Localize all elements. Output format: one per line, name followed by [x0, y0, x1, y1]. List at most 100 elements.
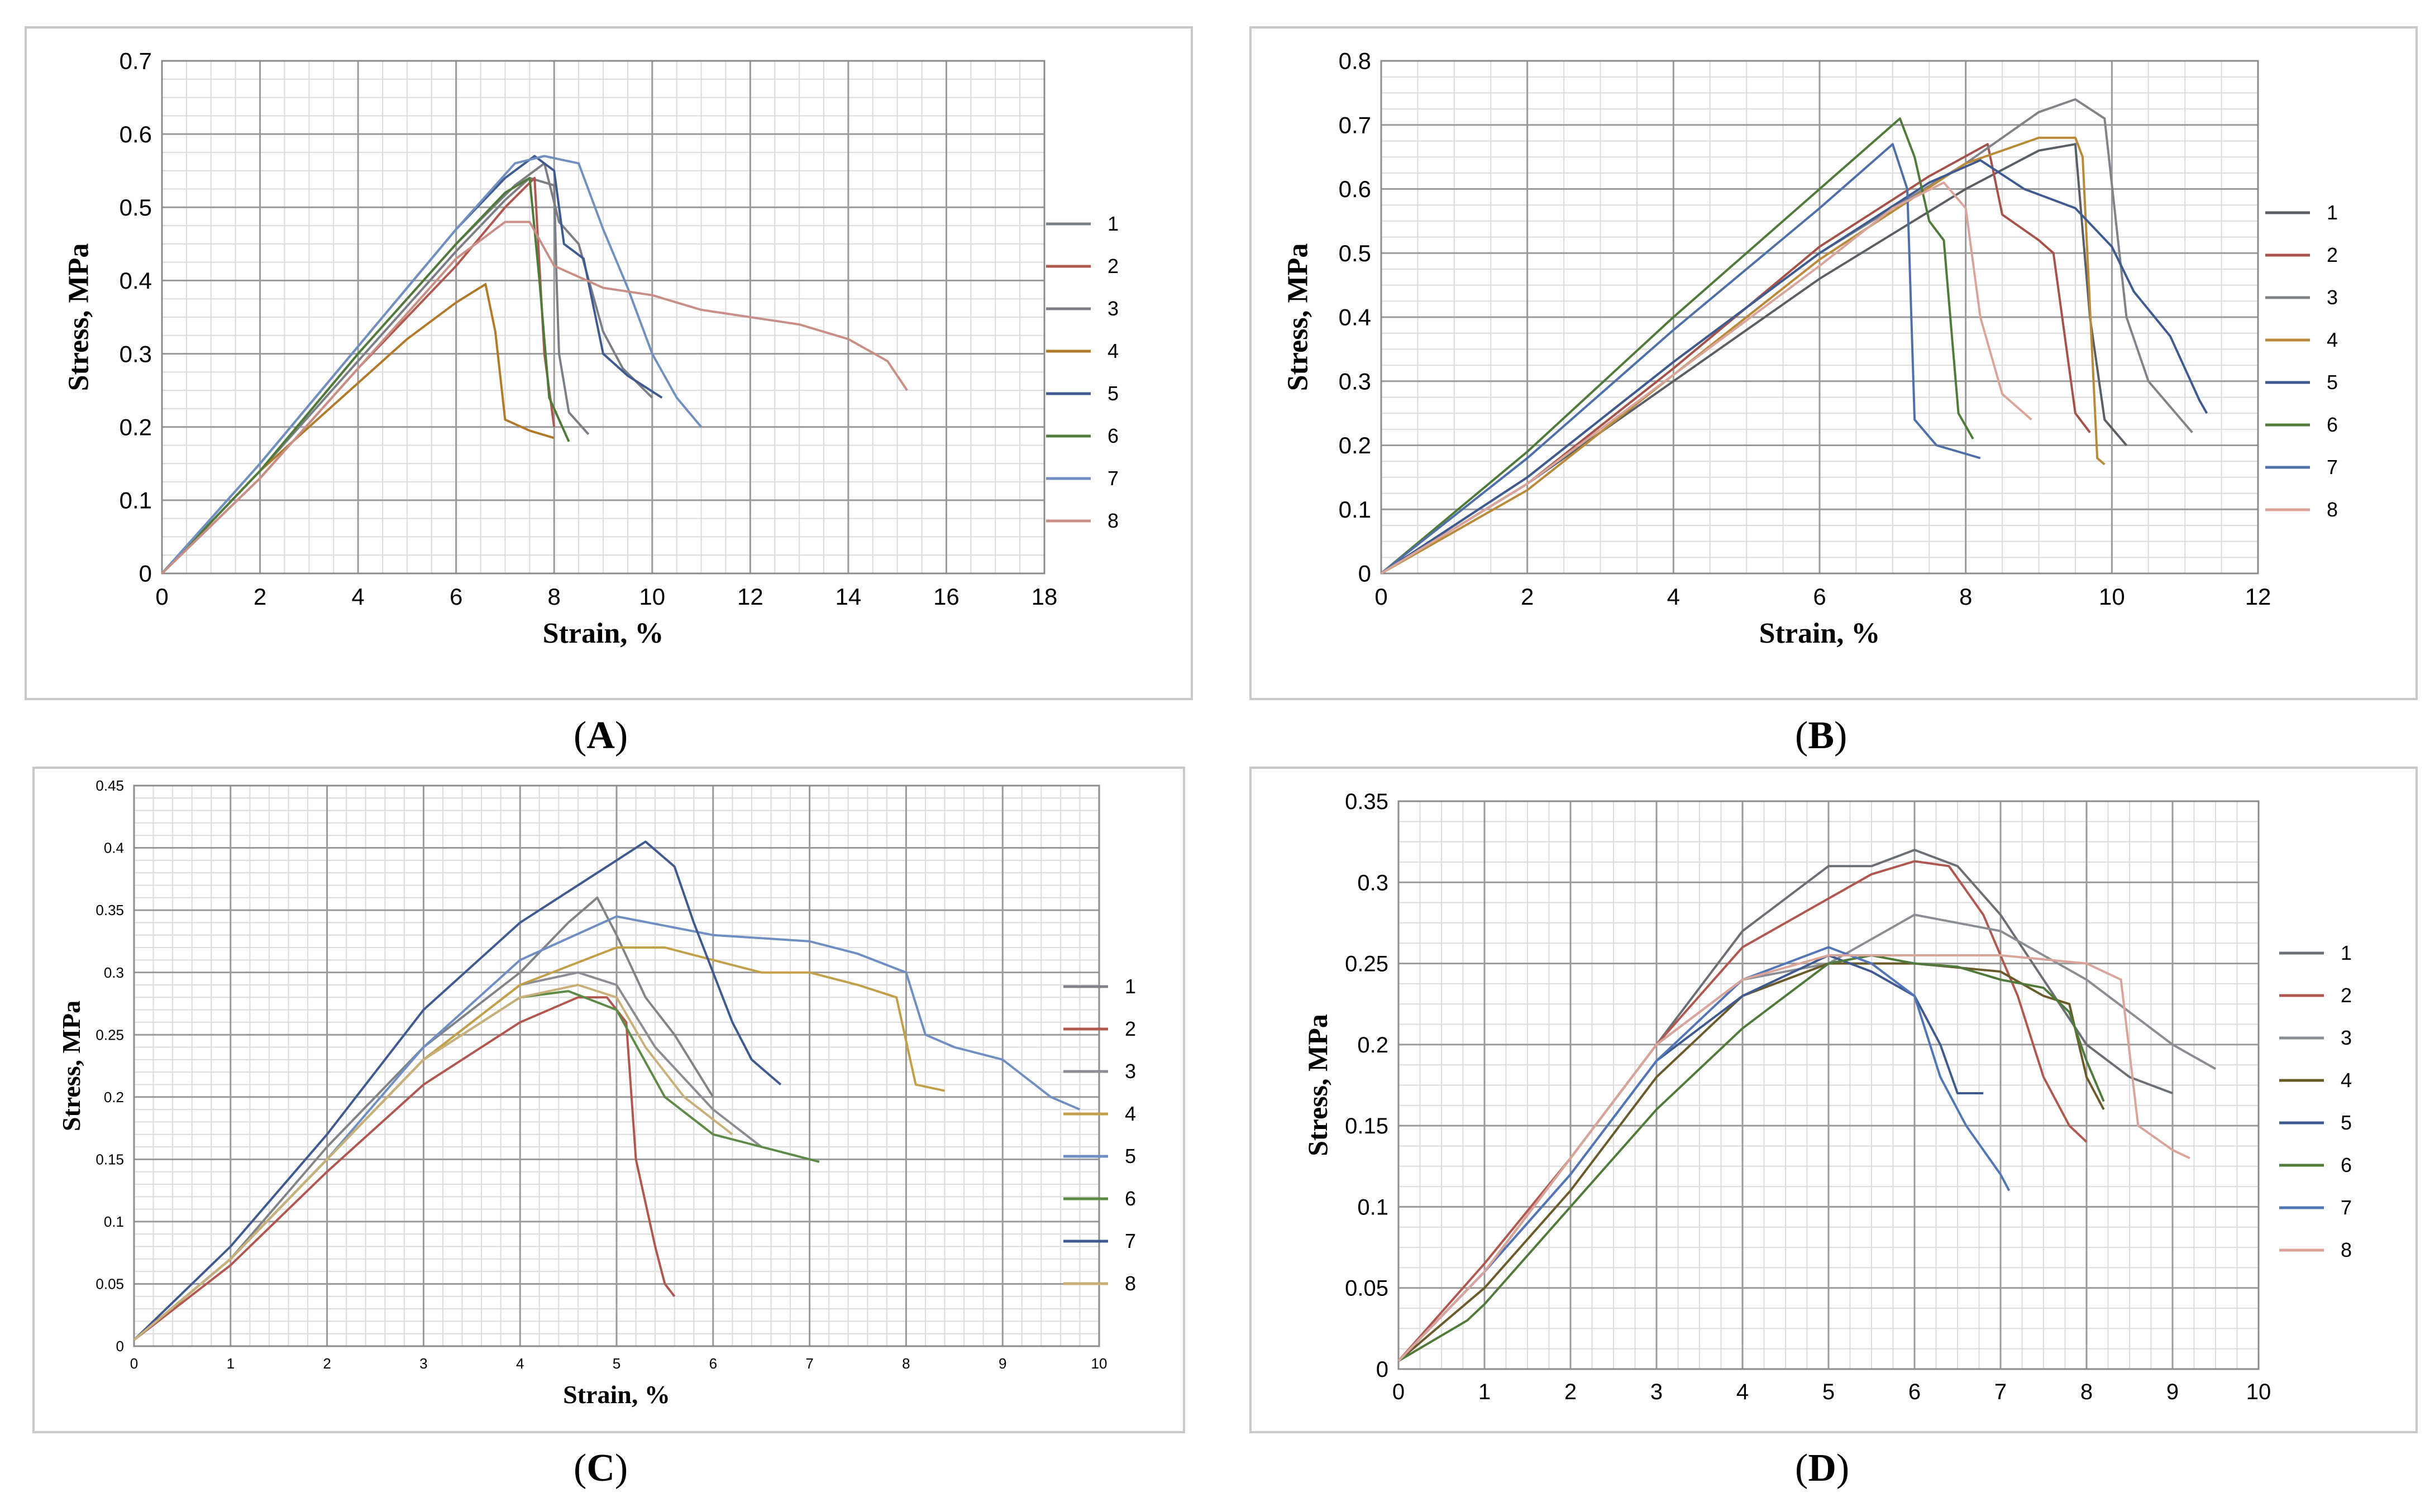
x-tick-label: 5 [1822, 1380, 1835, 1404]
legend-label-6: 6 [1108, 424, 1119, 447]
legend-label-5: 5 [2341, 1111, 2352, 1134]
x-tick-label: 2 [254, 583, 266, 610]
legend-label-4: 4 [1108, 339, 1119, 362]
x-tick-label: 6 [1813, 583, 1826, 610]
legend-label-6: 6 [2327, 413, 2338, 436]
y-tick-label: 0.45 [96, 777, 124, 794]
grid [161, 60, 1046, 575]
y-tick-label: 0.05 [1345, 1276, 1388, 1301]
x-tick-label: 1 [1478, 1380, 1491, 1404]
x-tick-label: 8 [548, 583, 561, 610]
series-line-8 [1380, 181, 2032, 575]
plot-area-border [133, 784, 1100, 1347]
x-tick-label: 0 [1374, 583, 1387, 610]
x-tick-label: 3 [1650, 1380, 1663, 1404]
legend-label-7: 7 [2327, 456, 2338, 479]
legend-label-3: 3 [1125, 1060, 1136, 1083]
y-tick-label: 0.4 [1339, 304, 1371, 331]
legend: 1 2 3 4 5 6 7 8 [1063, 975, 1136, 1295]
y-tick-label: 0 [1376, 1357, 1388, 1382]
y-tick-label: 0.7 [120, 48, 152, 74]
y-tick-label: 0.25 [1345, 952, 1388, 977]
y-tick-label: 0.8 [1339, 48, 1371, 74]
x-tick-label: 8 [1959, 583, 1972, 610]
x-tick-label: 7 [1994, 1380, 2007, 1404]
y-tick-label: 0.1 [1339, 496, 1371, 523]
x-tick-label: 0 [1392, 1380, 1405, 1404]
legend-label-7: 7 [1108, 467, 1119, 490]
y-tick-label: 0.15 [96, 1151, 124, 1168]
caption-a: (A) [574, 714, 628, 757]
y-tick-label: 0.3 [120, 341, 152, 367]
legend-label-1: 1 [2327, 201, 2338, 224]
legend: 1 2 3 4 5 6 7 8 [1046, 212, 1119, 532]
y-tick-label: 0.35 [1345, 790, 1388, 814]
x-tick-label: 8 [2080, 1380, 2093, 1404]
y-tick-label: 0.05 [96, 1276, 124, 1293]
legend-label-3: 3 [1108, 297, 1119, 320]
y-axis-title: Stress, MPa [63, 243, 95, 391]
chart-panel-b: 0 2 4 6 8 10 12 0 0.1 0.2 0.3 0.4 0.5 0.6 0.7 0.8 Strain… [1249, 26, 2418, 700]
legend-label-6: 6 [2341, 1154, 2352, 1176]
legend-label-4: 4 [2327, 328, 2338, 351]
y-tick-label: 0.2 [1357, 1033, 1388, 1058]
legend-label-3: 3 [2341, 1026, 2352, 1049]
series-line-6 [133, 990, 820, 1341]
legend-label-7: 7 [2341, 1196, 2352, 1219]
y-tick-label: 0.6 [120, 121, 152, 147]
legend-label-5: 5 [1125, 1145, 1136, 1168]
x-tick-label: 5 [613, 1355, 620, 1372]
legend-label-5: 5 [2327, 371, 2338, 394]
series-line-2 [1380, 143, 2091, 575]
x-tick-label: 4 [1667, 583, 1680, 610]
y-axis-title: Stress, MPa [1302, 1014, 1333, 1156]
series-line-5 [133, 915, 1081, 1341]
y-tick-label: 0.3 [104, 964, 124, 981]
series-line-2 [133, 996, 676, 1341]
y-tick-label: 0.2 [120, 414, 152, 440]
chart-c: 0 1 2 3 4 5 6 7 8 9 10 0 0.05 0.1 0.15 0.2 0.25 0.3 0.35 0.… [57, 777, 1136, 1409]
x-tick-label: 6 [450, 583, 462, 610]
chart-panel-c: 0 1 2 3 4 5 6 7 8 9 10 0 0.05 0.1 0.15 0.2 0.25 0.3 0.35 0.… [32, 767, 1185, 1433]
series-line-4 [1381, 136, 2106, 575]
chart-d: 0 1 2 3 4 5 6 7 8 9 10 0 0.05 0.1 0.15 0.2 0.25 0.3 0.35 St… [1302, 790, 2352, 1404]
legend-label-5: 5 [1108, 382, 1119, 405]
x-tick-label: 9 [2166, 1380, 2179, 1404]
x-axis-title: Strain, % [1759, 618, 1880, 649]
y-tick-label: 0.1 [1357, 1195, 1388, 1219]
x-tick-label: 10 [2099, 583, 2125, 610]
chart-a: 0 2 4 6 8 10 12 14 16 1800.10.20.30.40.50.60.7Str… [63, 48, 1119, 649]
x-tick-label: 4 [1736, 1380, 1749, 1404]
y-tick-label: 0 [1358, 561, 1371, 587]
x-tick-label: 10 [639, 583, 665, 610]
series-line-6 [161, 176, 570, 575]
x-tick-label: 14 [836, 583, 862, 610]
x-tick-label: 12 [737, 583, 763, 610]
y-tick-label: 0.4 [104, 840, 124, 857]
series-line-8 [1397, 954, 2190, 1362]
y-tick-label: 0.4 [120, 267, 152, 294]
x-tick-label: 2 [323, 1355, 331, 1372]
y-tick-label: 0.1 [120, 487, 152, 514]
y-tick-label: 0.6 [1339, 176, 1371, 202]
chart-b: 0 2 4 6 8 10 1200.10.20.30.40.50.60.70.8Strain… [1282, 48, 2338, 649]
x-tick-label: 3 [419, 1355, 427, 1372]
series-line-3 [1380, 98, 2193, 575]
series-line-1 [161, 176, 590, 575]
legend: 1 2 3 4 5 6 7 8 [2265, 201, 2338, 521]
y-tick-label: 0 [139, 561, 152, 587]
x-tick-label: 16 [933, 583, 960, 610]
y-tick-label: 0.7 [1339, 112, 1371, 138]
legend-label-2: 2 [1125, 1017, 1136, 1040]
x-tick-label: 0 [130, 1355, 138, 1372]
y-tick-label: 0.5 [1339, 240, 1371, 266]
series-line-7 [161, 155, 703, 575]
legend-label-6: 6 [1125, 1187, 1136, 1210]
legend-label-7: 7 [1125, 1229, 1136, 1252]
series-line-6 [1397, 954, 2105, 1362]
grid [1397, 800, 2260, 1370]
legend-label-8: 8 [1125, 1272, 1136, 1295]
y-tick-label: 0.2 [1339, 432, 1371, 458]
series-line-6 [1380, 117, 1974, 575]
plot-area-border [1380, 60, 2259, 575]
